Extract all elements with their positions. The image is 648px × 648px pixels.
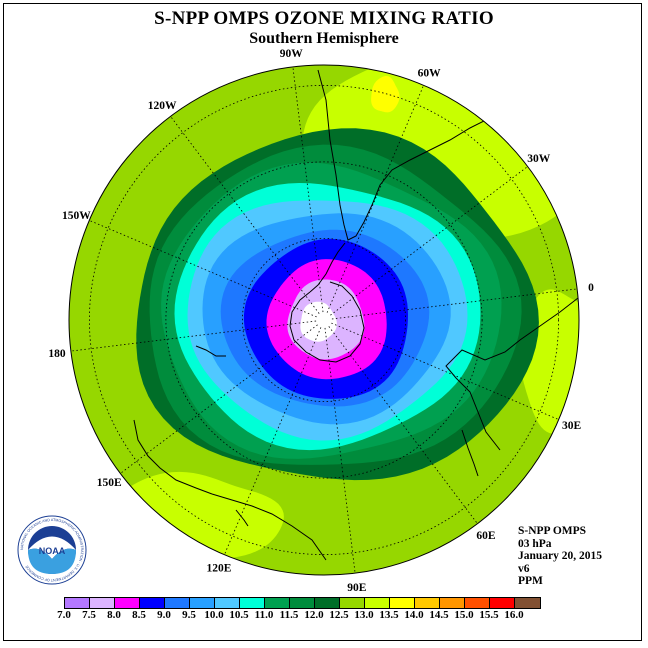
latitude-circle xyxy=(165,161,483,479)
colorbar-label: 14.0 xyxy=(404,609,424,621)
coast-south-america xyxy=(317,69,506,241)
noaa-logo-text: NOAA xyxy=(39,546,66,556)
colorbar-segment xyxy=(190,598,215,608)
colorbar-label: 8.5 xyxy=(132,609,146,621)
meridian-line xyxy=(89,220,317,318)
longitude-labels: 0 30E 60E 90E 120E 150E 180 150W 120W 90W 60W 30W xyxy=(48,48,594,594)
colorbar-label: 13.5 xyxy=(379,609,399,621)
map-subtitle: Southern Hemisphere xyxy=(249,30,399,47)
colorbar-label: 14.5 xyxy=(429,609,449,621)
info-units: PPM xyxy=(518,575,543,588)
colorbar xyxy=(64,597,541,609)
colorbar-label: 9.0 xyxy=(157,609,171,621)
meridian-line xyxy=(70,320,317,352)
meridian-line xyxy=(326,85,424,313)
colorbar-segment xyxy=(490,598,515,608)
colorbar-segment xyxy=(115,598,140,608)
colorbar-segment xyxy=(165,598,190,608)
graticule xyxy=(70,66,578,574)
colorbar-segment xyxy=(465,598,490,608)
colorbar-segment xyxy=(440,598,465,608)
colorbar-segment xyxy=(415,598,440,608)
map-title: S-NPP OMPS OZONE MIXING RATIO xyxy=(154,8,494,29)
info-level: 03 hPa xyxy=(518,537,552,550)
longitude-label: 60W xyxy=(418,67,442,79)
longitude-label: 30W xyxy=(527,153,551,165)
coast-australia-west xyxy=(133,419,213,495)
colorbar-label: 16.0 xyxy=(504,609,524,621)
colorbar-segment xyxy=(290,598,315,608)
colorbar-label: 13.0 xyxy=(354,609,374,621)
longitude-label: 90W xyxy=(280,48,304,60)
colorbar-segment xyxy=(340,598,365,608)
coast-australia-south xyxy=(211,493,327,561)
longitude-label: 120E xyxy=(206,563,231,575)
meridian-line xyxy=(224,327,322,555)
colorbar-label: 12.0 xyxy=(304,609,324,621)
coast-antarctica xyxy=(289,281,365,363)
colorbar-label: 15.5 xyxy=(479,609,499,621)
colorbar-segment xyxy=(90,598,115,608)
info-version: v6 xyxy=(518,562,530,575)
ozone-band-yellow-max xyxy=(371,76,400,113)
info-date: January 20, 2015 xyxy=(518,550,603,563)
longitude-label: 180 xyxy=(48,348,66,360)
meridian-line xyxy=(331,288,578,320)
colorbar-label: 10.0 xyxy=(204,609,224,621)
longitude-label: 60E xyxy=(476,530,496,542)
map-border xyxy=(68,64,580,576)
colorbar-label: 11.5 xyxy=(279,609,299,621)
colorbar-segment xyxy=(65,598,90,608)
colorbar-segment xyxy=(390,598,415,608)
meridian-line xyxy=(331,322,559,420)
longitude-label: 120W xyxy=(148,100,177,112)
colorbar-labels: 7.0 7.5 8.0 8.5 9.0 9.5 10.0 10.5 11.0 11.5 12.0 12… xyxy=(0,609,648,623)
colorbar-segment xyxy=(515,598,540,608)
noaa-logo: NOAA NATIONAL OCEANIC AND ATMOSPHERIC AD… xyxy=(17,515,87,585)
colorbar-label: 11.0 xyxy=(254,609,274,621)
coast-new-zealand xyxy=(195,345,226,357)
meridian-line xyxy=(330,166,528,316)
coast-africa xyxy=(445,297,579,451)
coast-tasmania xyxy=(235,509,249,527)
meridian-line xyxy=(292,66,324,313)
meridian-line xyxy=(324,327,356,574)
coastlines xyxy=(133,69,579,571)
colorbar-segment xyxy=(315,598,340,608)
coast-antarctic-peninsula xyxy=(309,242,346,293)
colorbar-label: 9.5 xyxy=(182,609,196,621)
colorbar-label: 8.0 xyxy=(107,609,121,621)
colorbar-segment xyxy=(140,598,165,608)
colorbar-label: 15.0 xyxy=(454,609,474,621)
meridian-line xyxy=(120,324,318,474)
longitude-label: 150W xyxy=(62,210,91,222)
longitude-label: 150E xyxy=(97,477,122,489)
figure-frame xyxy=(3,3,642,641)
colorbar-segment xyxy=(240,598,265,608)
colorbar-segment xyxy=(365,598,390,608)
info-block: S-NPP OMPS 03 hPa January 20, 2015 v6 PP… xyxy=(518,525,602,588)
latitude-circle xyxy=(88,84,560,556)
colorbar-label: 10.5 xyxy=(229,609,249,621)
colorbar-segment xyxy=(215,598,240,608)
meridian-line xyxy=(328,326,478,524)
colorbar-label: 7.5 xyxy=(82,609,96,621)
colorbar-label: 12.5 xyxy=(329,609,349,621)
longitude-label: 0 xyxy=(588,282,594,294)
info-instrument: S-NPP OMPS xyxy=(518,525,587,537)
meridian-line xyxy=(170,116,320,314)
colorbar-label: 7.0 xyxy=(57,609,71,621)
coast-madagascar xyxy=(461,429,479,477)
longitude-label: 90E xyxy=(347,582,367,594)
colorbar-segment xyxy=(265,598,290,608)
longitude-label: 30E xyxy=(562,420,582,432)
